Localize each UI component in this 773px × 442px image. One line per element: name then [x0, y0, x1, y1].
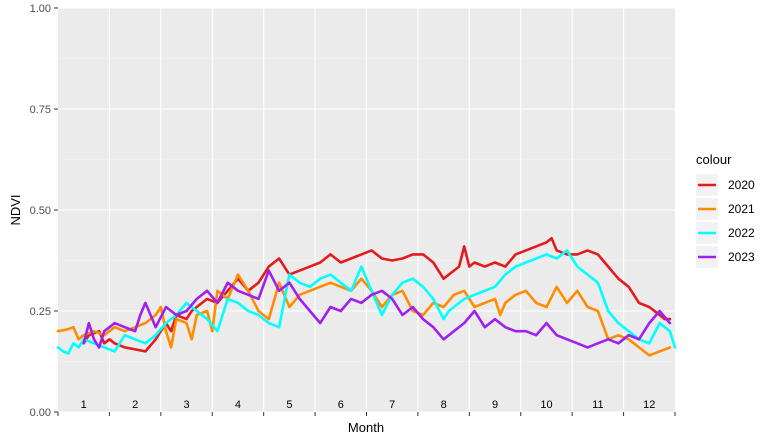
x-axis-ticks: 1 2 3 4 5 6 7 8 9 10 11 12	[57, 399, 676, 416]
y-tick-label: 0.50	[30, 205, 51, 217]
x-tick-label: 5	[286, 399, 292, 411]
x-tick-label: 4	[235, 399, 241, 411]
x-tick-label: 7	[389, 399, 395, 411]
y-tick-label: 0.25	[30, 306, 51, 318]
x-tick-label: 9	[492, 399, 498, 411]
legend: colour 2020 2021 2022 2023	[696, 152, 755, 268]
x-tick-label: 11	[592, 399, 603, 411]
x-tick-label: 12	[643, 399, 655, 411]
x-tick-label: 3	[183, 399, 189, 411]
x-axis-title: Month	[348, 420, 384, 435]
x-tick-label: 6	[338, 399, 344, 411]
y-axis-ticks: 0.00 0.25 0.50 0.75 1.00	[30, 3, 58, 419]
series-line-2022	[56, 249, 677, 355]
legend-title: colour	[696, 152, 732, 167]
series-line-2021	[56, 273, 672, 357]
series-lines	[56, 237, 677, 357]
y-tick-label: 0.75	[30, 104, 51, 116]
y-axis-title: NDVI	[8, 194, 23, 225]
x-tick-label: 2	[132, 399, 138, 411]
legend-label-2021: 2021	[728, 202, 755, 216]
legend-label-2020: 2020	[728, 178, 755, 192]
legend-label-2022: 2022	[728, 226, 755, 240]
x-tick-label: 10	[540, 399, 552, 411]
y-tick-label: 1.00	[30, 3, 51, 15]
y-tick-label: 0.00	[30, 407, 51, 419]
legend-label-2023: 2023	[728, 250, 755, 264]
series-line-2023	[82, 269, 672, 349]
major-gridlines	[58, 7, 675, 413]
x-tick-label: 8	[441, 399, 447, 411]
legend-items: 2020 2021 2022 2023	[696, 174, 755, 268]
x-tick-label: 1	[81, 399, 87, 411]
